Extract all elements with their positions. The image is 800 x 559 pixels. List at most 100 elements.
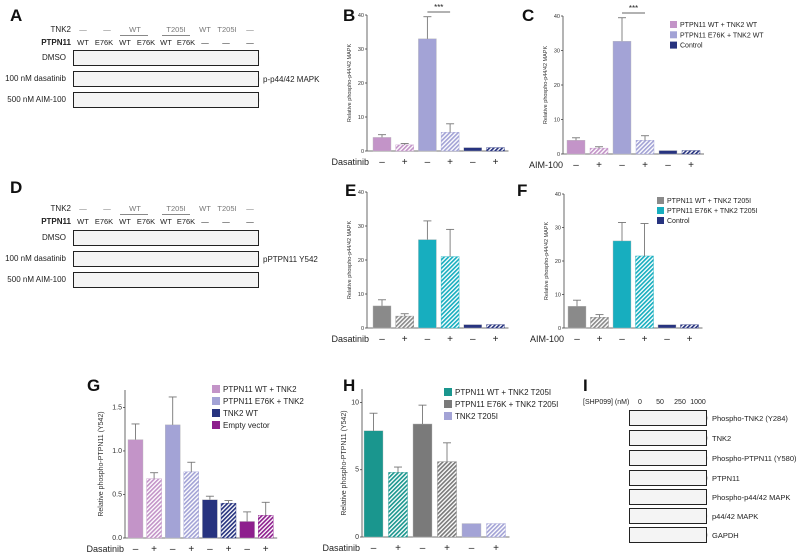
tnk2-lane-header: WT <box>129 204 141 213</box>
bar <box>612 40 632 155</box>
blot-row-label: 100 nM dasatinib <box>5 254 66 263</box>
panel-label-c: C <box>522 6 535 25</box>
treatment-sign: – <box>207 544 213 555</box>
bar <box>566 139 586 155</box>
bar <box>463 147 482 152</box>
ptpn11-lane-label: E76K <box>176 217 196 226</box>
legend-label: Empty vector <box>223 421 270 430</box>
legend-swatch <box>657 197 664 204</box>
y-tick-label: 20 <box>554 83 560 89</box>
blot-strip <box>629 489 707 505</box>
treatment-sign: + <box>444 543 450 554</box>
treatment-label: AIM-100 <box>529 160 563 170</box>
bar <box>590 317 609 329</box>
ptpn11-lane-label: WT <box>77 38 89 47</box>
bar <box>657 324 677 329</box>
y-axis-label: Relative phospho-p44/42 MAPK <box>347 221 353 300</box>
y-tick-label: 30 <box>555 226 561 232</box>
ptpn11-lane-label: — <box>246 38 254 47</box>
y-tick-label: 0.0 <box>112 535 122 542</box>
blot-target-label: p44/42 MAPK <box>712 512 759 521</box>
blot-strip <box>629 470 707 486</box>
panel-label-h: H <box>343 376 356 395</box>
legend-swatch <box>212 409 220 417</box>
legend-label: PTPN11 E76K + TNK2 <box>223 397 304 406</box>
legend-swatch <box>444 400 452 408</box>
bar <box>388 472 408 538</box>
blot-strip <box>629 527 707 543</box>
treatment-sign: – <box>619 334 625 345</box>
blot-strip <box>629 508 707 524</box>
treatment-sign: + <box>688 160 694 171</box>
y-axis-label: Relative phospho-p44/42 MAPK <box>543 46 549 125</box>
ptpn11-lane-label: E76K <box>136 217 156 226</box>
y-tick-label: 0 <box>558 326 561 332</box>
treatment-sign: + <box>447 157 453 168</box>
y-axis-label: Relative phospho-PTPN11 (Y542) <box>98 411 105 516</box>
y-tick-label: 0 <box>557 152 560 158</box>
legend-label: PTPN11 E76K + TNK2 WT <box>680 32 764 39</box>
blot-target-label: Phospho-TNK2 (Y284) <box>712 414 788 423</box>
tnk2-label: TNK2 <box>50 204 71 213</box>
panel-label-e: E <box>345 181 357 200</box>
panel-label-b: B <box>343 6 356 25</box>
y-tick-label: 20 <box>358 258 364 264</box>
tnk2-lane-header: — <box>103 204 111 213</box>
bar <box>258 515 274 539</box>
ptpn11-lane-label: — <box>201 217 209 226</box>
legend-swatch <box>657 207 664 214</box>
treatment-sign: – <box>665 160 671 171</box>
significance-marker: *** <box>629 4 638 13</box>
bar <box>612 240 632 329</box>
bar <box>567 306 587 329</box>
concentration-value: 50 <box>656 399 664 406</box>
treatment-sign: – <box>244 544 250 555</box>
treatment-sign: + <box>687 334 693 345</box>
treatment-sign: – <box>425 334 431 345</box>
treatment-sign: – <box>469 543 475 554</box>
treatment-sign: + <box>226 544 232 555</box>
legend-label: PTPN11 E76K + TNK2 T205I <box>455 400 558 409</box>
legend-label: Control <box>680 43 703 50</box>
ptpn11-lane-label: WT <box>119 38 131 47</box>
bar <box>372 137 392 152</box>
bar <box>418 38 437 152</box>
y-tick-label: 30 <box>358 224 364 230</box>
panel-label-g: G <box>87 376 101 395</box>
treatment-sign: – <box>379 157 385 168</box>
concentration-value: 1000 <box>690 399 706 406</box>
legend-swatch <box>212 421 220 429</box>
y-tick-label: 20 <box>358 81 364 87</box>
bar <box>680 324 699 329</box>
treatment-sign: + <box>642 334 648 345</box>
bar <box>372 305 392 329</box>
blot-target-label: TNK2 <box>712 434 732 443</box>
bar <box>363 430 384 538</box>
y-tick-label: 0 <box>361 149 364 155</box>
bar <box>658 150 678 155</box>
tnk2-lane-header: — <box>246 204 254 213</box>
bar <box>589 147 609 155</box>
header-overline <box>162 35 190 36</box>
treatment-sign: + <box>188 544 194 555</box>
legend-swatch <box>444 388 452 396</box>
treatment-label: Dasatinib <box>322 543 360 553</box>
y-tick-label: 40 <box>358 13 364 19</box>
y-tick-label: 30 <box>358 47 364 53</box>
bar <box>164 424 181 539</box>
blot-target-label: Phospho-PTPN11 (Y580) <box>712 454 797 463</box>
y-tick-label: 10 <box>555 293 561 299</box>
concentration-value: 0 <box>638 399 642 406</box>
significance-marker: *** <box>434 3 443 12</box>
y-tick-label: 5 <box>355 467 359 474</box>
bar <box>183 471 200 539</box>
bar <box>395 315 414 329</box>
bar <box>635 255 654 329</box>
treatment-sign: – <box>664 334 670 345</box>
tnk2-lane-header: — <box>246 25 254 34</box>
bar <box>486 324 505 329</box>
blot-row-label: DMSO <box>42 233 66 242</box>
bar <box>437 461 457 538</box>
treatment-sign: + <box>596 160 602 171</box>
